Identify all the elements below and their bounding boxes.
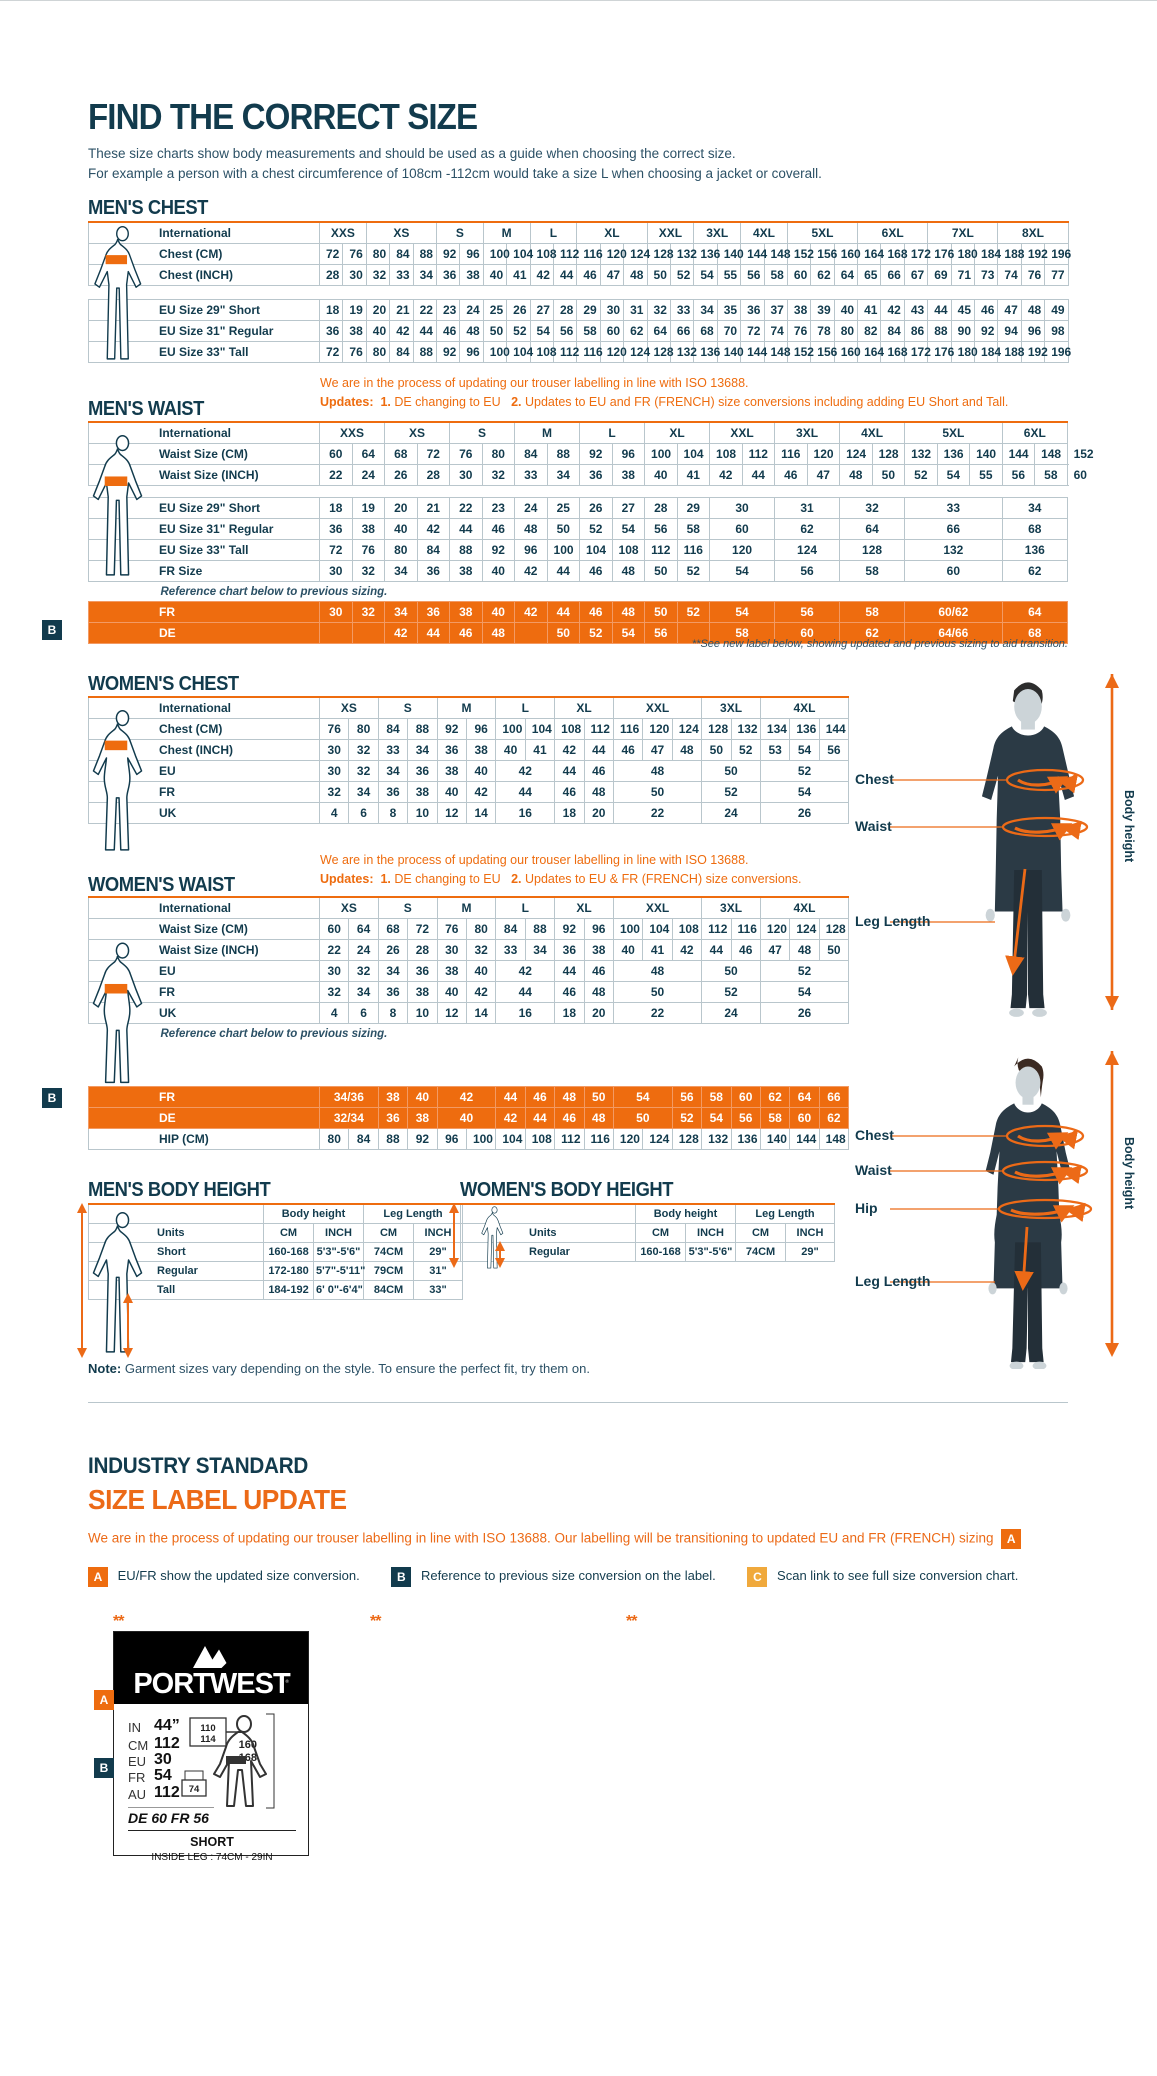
svg-text:74: 74: [189, 1784, 200, 1795]
svg-text:110: 110: [200, 1723, 215, 1734]
svg-text:PORTWEST: PORTWEST: [133, 1668, 291, 1699]
svg-text:114: 114: [200, 1734, 216, 1745]
